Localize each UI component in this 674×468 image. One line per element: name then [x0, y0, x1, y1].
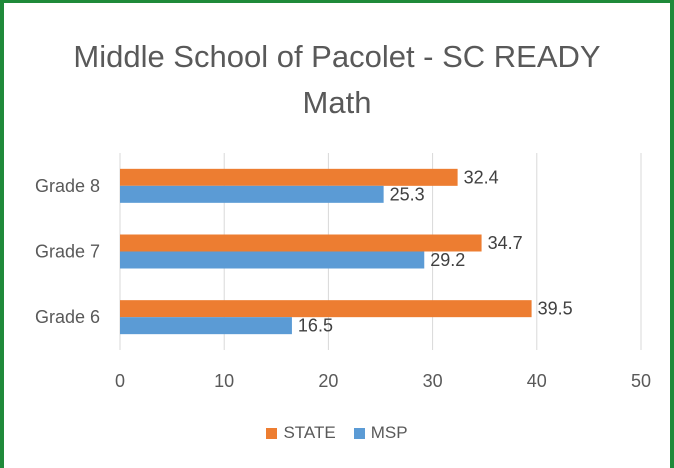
chart-title-line-1: Middle School of Pacolet - SC READY — [73, 39, 601, 74]
data-label-state-0: 32.4 — [464, 167, 499, 187]
chart-title-line-2: Math — [302, 85, 372, 120]
x-tick-label-20: 20 — [318, 371, 338, 391]
category-label-0: Grade 8 — [35, 176, 100, 196]
x-tick-label-10: 10 — [214, 371, 234, 391]
bar-state-2 — [120, 300, 532, 318]
legend-label-msp: MSP — [370, 423, 408, 442]
chart-title: Middle School of Pacolet - SC READY Math — [0, 34, 674, 126]
legend-item-state: STATE — [266, 423, 336, 443]
bar-msp-1 — [120, 251, 425, 269]
data-label-msp-2: 16.5 — [298, 316, 333, 336]
legend-swatch-msp — [353, 427, 365, 439]
data-label-msp-0: 25.3 — [390, 184, 425, 204]
bar-msp-2 — [120, 317, 292, 335]
data-label-state-1: 34.7 — [488, 233, 523, 253]
category-label-1: Grade 7 — [35, 242, 100, 262]
x-tick-label-30: 30 — [423, 371, 443, 391]
bar-state-0 — [120, 168, 458, 186]
data-label-msp-1: 29.2 — [430, 250, 465, 270]
chart-legend: STATE MSP — [0, 423, 674, 443]
x-tick-label-0: 0 — [115, 371, 125, 391]
x-tick-label-50: 50 — [631, 371, 651, 391]
bar-state-1 — [120, 234, 482, 252]
x-tick-label-40: 40 — [527, 371, 547, 391]
legend-label-state: STATE — [283, 423, 336, 442]
category-label-2: Grade 6 — [35, 307, 100, 327]
bar-msp-0 — [120, 185, 384, 203]
legend-item-msp: MSP — [353, 423, 408, 443]
data-label-state-2: 39.5 — [538, 299, 573, 319]
legend-swatch-state — [266, 427, 278, 439]
